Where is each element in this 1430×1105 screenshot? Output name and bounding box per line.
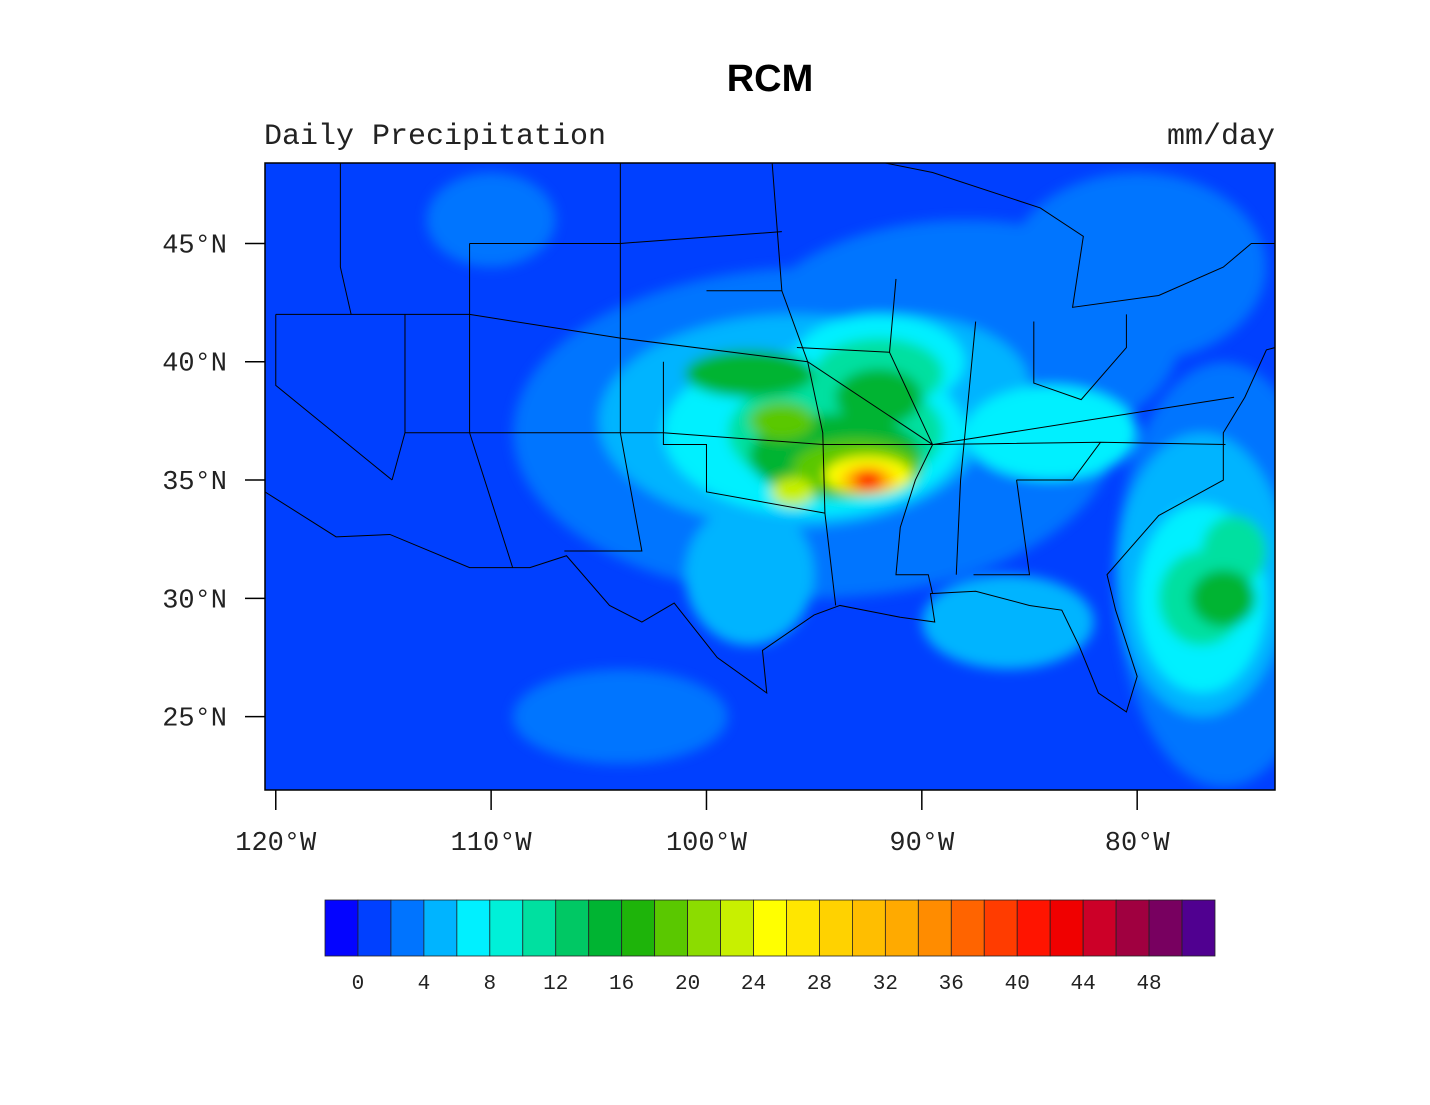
boundary-line bbox=[469, 231, 782, 244]
colorbar: 0 4 8 12 16 20 24 28 32 36 40 44 48 bbox=[324, 899, 1216, 996]
boundary-line bbox=[1016, 441, 1101, 481]
lat-tick-label: 30°N bbox=[162, 586, 227, 616]
precip-contour bbox=[1191, 570, 1256, 627]
units-label: mm/day bbox=[1166, 120, 1275, 154]
boundary-line bbox=[796, 347, 890, 353]
lat-tick-label: 45°N bbox=[162, 231, 227, 261]
boundary-line bbox=[469, 243, 514, 568]
axis-ticks: 120°W 110°W 100°W 90°W 80°W 45°N 40°N 35°N 30°N 2… bbox=[162, 231, 1170, 859]
map-frame bbox=[264, 162, 1276, 791]
precip-contour bbox=[835, 368, 922, 426]
colorbar-box bbox=[621, 899, 656, 957]
colorbar-box bbox=[786, 899, 820, 957]
colorbar-label: 40 bbox=[1005, 973, 1030, 996]
lon-tick-label: 110°W bbox=[451, 829, 533, 859]
colorbar-label: 20 bbox=[675, 973, 700, 996]
colorbar-box bbox=[917, 899, 952, 957]
state-boundaries bbox=[265, 163, 1275, 713]
precip-contour bbox=[1201, 515, 1267, 587]
boundary-line bbox=[771, 163, 837, 606]
precip-field bbox=[426, 172, 1275, 788]
precip-contour bbox=[685, 503, 815, 646]
lon-tick-label: 80°W bbox=[1105, 829, 1171, 859]
colorbar-box bbox=[1148, 899, 1183, 957]
lat-tick-label: 25°N bbox=[162, 705, 227, 735]
boundary-line bbox=[339, 163, 352, 315]
boundary-line bbox=[1033, 314, 1127, 401]
colorbar-label: 44 bbox=[1071, 973, 1096, 996]
colorbar-box bbox=[489, 899, 524, 957]
colorbar-label: 36 bbox=[939, 973, 964, 996]
colorbar-label: 16 bbox=[609, 973, 634, 996]
lon-tick-label: 120°W bbox=[235, 829, 317, 859]
lat-tick-label: 40°N bbox=[162, 350, 227, 380]
colorbar-label: 24 bbox=[741, 973, 766, 996]
colorbar-box bbox=[884, 899, 919, 957]
colorbar-label: 48 bbox=[1136, 973, 1161, 996]
precip-contour bbox=[685, 349, 815, 398]
boundary-line bbox=[275, 313, 1235, 446]
precip-contour bbox=[771, 477, 815, 507]
boundary-line bbox=[955, 321, 977, 575]
colorbar-box bbox=[390, 899, 425, 957]
colorbar-box bbox=[1115, 899, 1150, 957]
precip-contour bbox=[852, 470, 884, 490]
colorbar-box bbox=[423, 899, 458, 957]
precip-contour bbox=[426, 172, 556, 267]
colorbar-box bbox=[720, 899, 754, 957]
boundary-line bbox=[564, 163, 643, 552]
colorbar-label: 4 bbox=[418, 973, 431, 996]
colorbar-box bbox=[1016, 899, 1051, 957]
precip-contour bbox=[921, 574, 1094, 670]
boundary-line bbox=[882, 163, 1275, 308]
colorbar-box bbox=[555, 899, 590, 957]
colorbar-box bbox=[852, 899, 886, 957]
colorbar-label: 32 bbox=[873, 973, 898, 996]
boundary-line bbox=[889, 278, 934, 594]
colorbar-box bbox=[654, 899, 688, 957]
precip-contour bbox=[1008, 172, 1267, 362]
colorbar-box bbox=[324, 899, 359, 957]
colorbar-box bbox=[819, 899, 853, 957]
boundary-line bbox=[391, 314, 406, 481]
colorbar-label: 8 bbox=[484, 973, 497, 996]
colorbar-box bbox=[456, 899, 491, 957]
colorbar-box bbox=[950, 899, 985, 957]
precip-contour bbox=[965, 385, 1138, 480]
left-subtitle: Daily Precipitation bbox=[264, 120, 607, 154]
colorbar-box bbox=[1082, 899, 1117, 957]
colorbar-box bbox=[588, 899, 623, 957]
colorbar-box bbox=[357, 899, 392, 957]
precip-contour bbox=[749, 402, 815, 440]
lon-tick-label: 100°W bbox=[666, 829, 748, 859]
boundary-line bbox=[275, 314, 393, 481]
colorbar-box bbox=[522, 899, 557, 957]
precip-contour bbox=[512, 669, 728, 764]
lon-tick-label: 90°W bbox=[889, 829, 955, 859]
colorbar-label: 28 bbox=[807, 973, 832, 996]
colorbar-box bbox=[687, 899, 721, 957]
boundary-line bbox=[662, 361, 826, 514]
colorbar-box bbox=[983, 899, 1018, 957]
lat-tick-label: 35°N bbox=[162, 468, 227, 498]
boundary-line bbox=[973, 479, 1031, 576]
colorbar-box bbox=[1049, 899, 1084, 957]
colorbar-box bbox=[1181, 899, 1216, 957]
plot-title: RCM bbox=[726, 58, 814, 100]
colorbar-label: 12 bbox=[543, 973, 568, 996]
colorbar-label: 0 bbox=[352, 973, 365, 996]
colorbar-box bbox=[753, 899, 787, 957]
boundary-line bbox=[265, 347, 1275, 713]
